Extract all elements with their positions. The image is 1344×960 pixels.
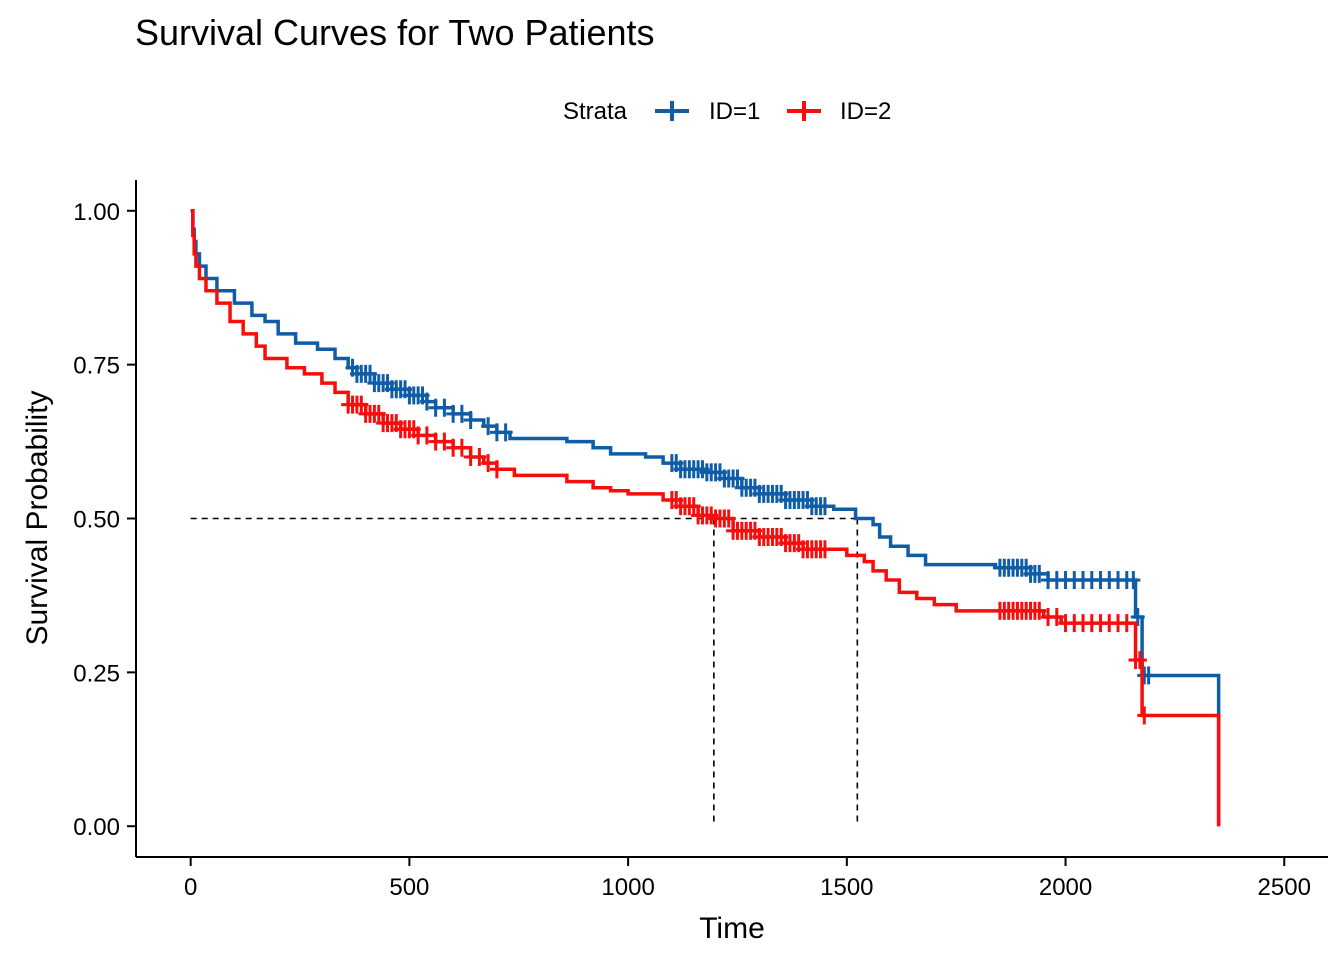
y-tick-label: 0.50	[73, 507, 120, 534]
legend-label-id2: ID=2	[840, 98, 891, 125]
x-axis-title: Time	[699, 912, 765, 945]
x-tick-label: 2000	[1039, 874, 1092, 901]
median-lines	[190, 517, 859, 827]
legend-label-id1: ID=1	[709, 98, 760, 125]
legend: Strata ID=1 ID=2	[563, 98, 891, 125]
series-2	[190, 209, 1221, 827]
x-tick-label: 1500	[820, 874, 873, 901]
y-tick-label: 0.00	[73, 814, 120, 841]
x-tick-label: 500	[389, 874, 429, 901]
survival-curve-line	[190, 209, 1221, 827]
legend-title: Strata	[563, 98, 628, 125]
legend-key-id2	[787, 101, 821, 121]
x-tick-label: 2500	[1258, 874, 1311, 901]
y-tick-label: 0.75	[73, 353, 120, 380]
y-axis-title: Survival Probability	[21, 390, 54, 645]
x-tick-label: 1000	[601, 874, 654, 901]
series-1	[190, 209, 1221, 827]
y-tick-label: 1.00	[73, 199, 120, 226]
y-tick-label: 0.25	[73, 660, 120, 687]
chart-title: Survival Curves for Two Patients	[135, 12, 655, 53]
survival-curve-line	[190, 209, 1221, 827]
survival-curves	[190, 209, 1221, 827]
x-tick-label: 0	[184, 874, 197, 901]
ticks: 0 500 1000 1500 2000 2500 0.00 0.25 0.50 0.75 1.00	[73, 199, 1311, 901]
legend-key-id1	[655, 101, 689, 121]
